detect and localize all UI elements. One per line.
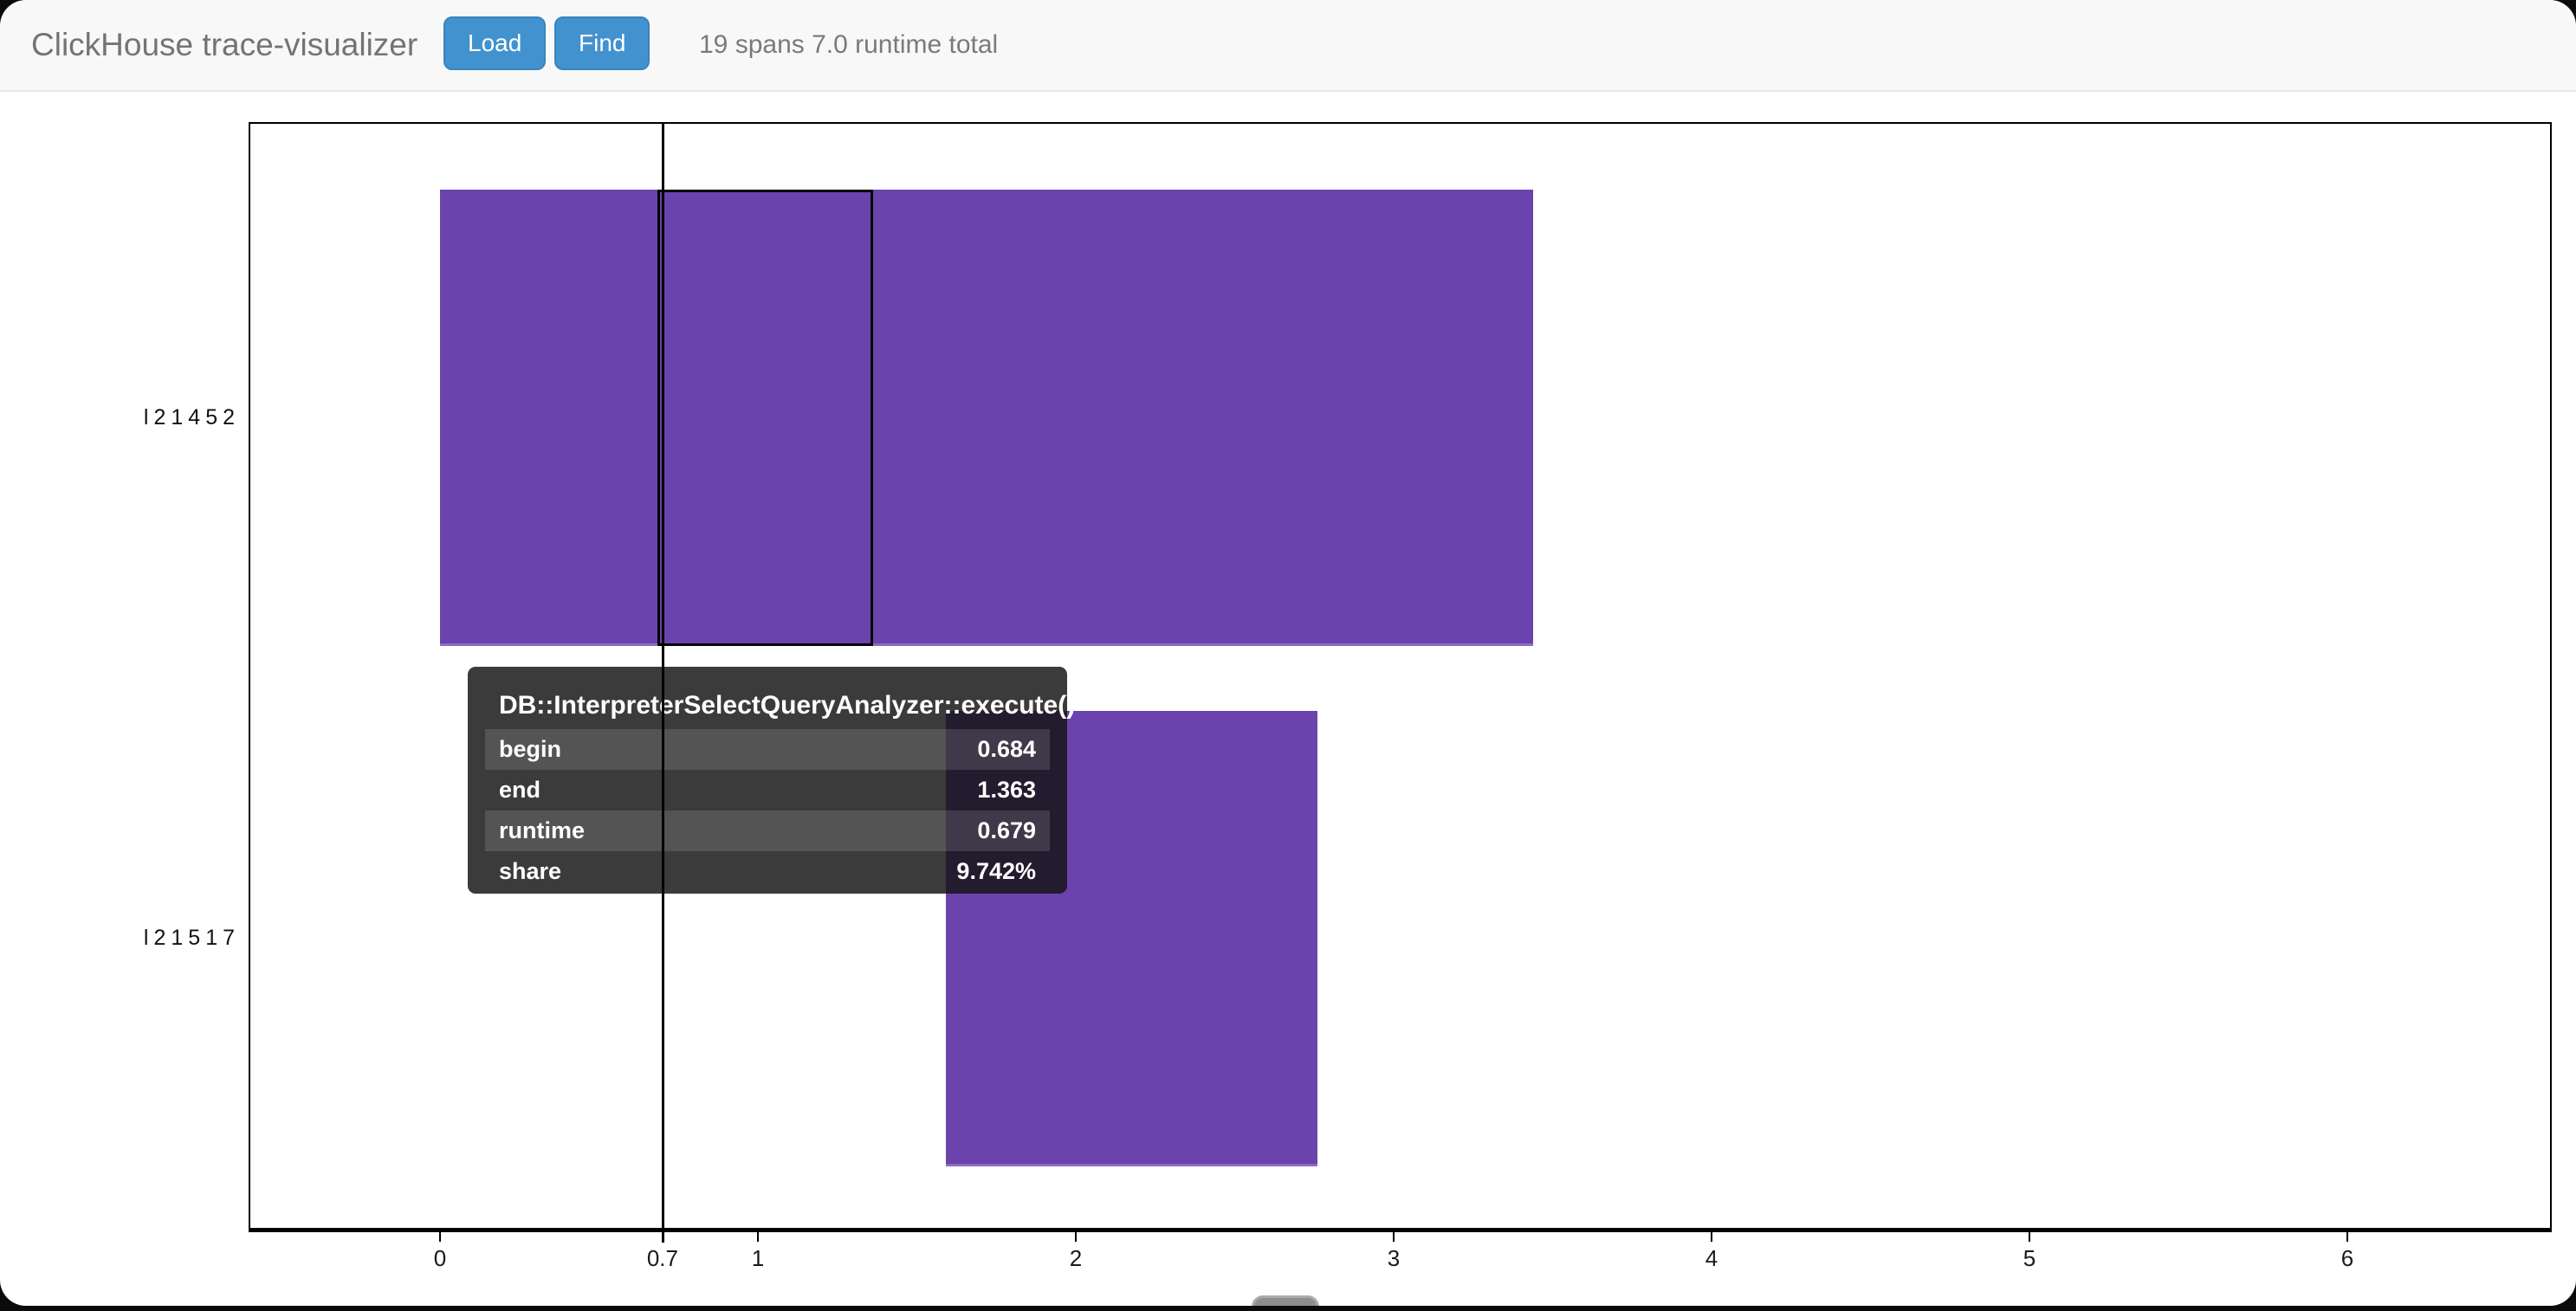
load-button[interactable]: Load [443, 16, 547, 70]
trace-gantt-chart[interactable]: DB::InterpreterSelectQueryAnalyzer::exec… [249, 122, 2552, 1271]
tooltip-row-value: 0.679 [977, 817, 1036, 843]
spans-runtime-status: 19 spans 7.0 runtime total [699, 30, 999, 59]
tooltip-row-label: runtime [499, 817, 586, 843]
thread-id-label: l21452 [143, 404, 240, 429]
x-axis-tick-label: 3 [1387, 1245, 1401, 1271]
x-axis-tick-label: 6 [2340, 1245, 2354, 1271]
x-axis-tick-label: 5 [2023, 1245, 2036, 1271]
cursor-position-label: 0.7 [646, 1245, 678, 1271]
tooltip-row-label: begin [499, 736, 561, 762]
tooltip-row-value: 1.363 [977, 777, 1036, 803]
tooltip-row-label: share [499, 858, 562, 884]
x-axis-tick-label: 0 [433, 1245, 447, 1271]
x-axis-tick-label: 4 [1705, 1245, 1718, 1271]
tooltip-span-name: DB::InterpreterSelectQueryAnalyzer::exec… [499, 691, 1076, 720]
tooltip-row-end: end 1.363 [485, 770, 1050, 810]
app-title: ClickHouse trace-visualizer [31, 27, 418, 62]
tooltip-row-share: share 9.742% [485, 851, 1050, 892]
horizontal-scrollbar-thumb[interactable] [1252, 1295, 1319, 1306]
hovered-span-outline [657, 190, 874, 646]
tooltip-row-label: end [499, 777, 541, 803]
tooltip-rows: begin 0.684 end 1.363 runtime 0.679 share 9.742… [468, 729, 1067, 892]
x-axis-tick [757, 1228, 759, 1242]
top-navbar: ClickHouse trace-visualizer Load Find 19… [0, 0, 2576, 92]
tooltip-row-runtime: runtime 0.679 [485, 810, 1050, 851]
thread-id-label: l21517 [143, 926, 240, 950]
x-axis-tick [1393, 1228, 1395, 1242]
x-axis-tick-label: 2 [1069, 1245, 1083, 1271]
x-axis-tick [439, 1228, 441, 1242]
time-cursor-line [661, 124, 664, 1243]
x-axis-tick [1075, 1228, 1077, 1242]
x-axis-tick [1711, 1228, 1712, 1242]
x-axis-tick [2029, 1228, 2030, 1242]
x-axis-tick-label: 1 [751, 1245, 765, 1271]
x-axis-tick [2346, 1228, 2348, 1242]
find-button[interactable]: Find [554, 16, 650, 70]
tooltip-row-value: 0.684 [977, 736, 1036, 762]
tooltip-row-value: 9.742% [956, 858, 1036, 884]
span-tooltip: DB::InterpreterSelectQueryAnalyzer::exec… [468, 667, 1076, 894]
trace-span-bar[interactable] [440, 190, 1534, 646]
tooltip-row-begin: begin 0.684 [485, 729, 1050, 770]
